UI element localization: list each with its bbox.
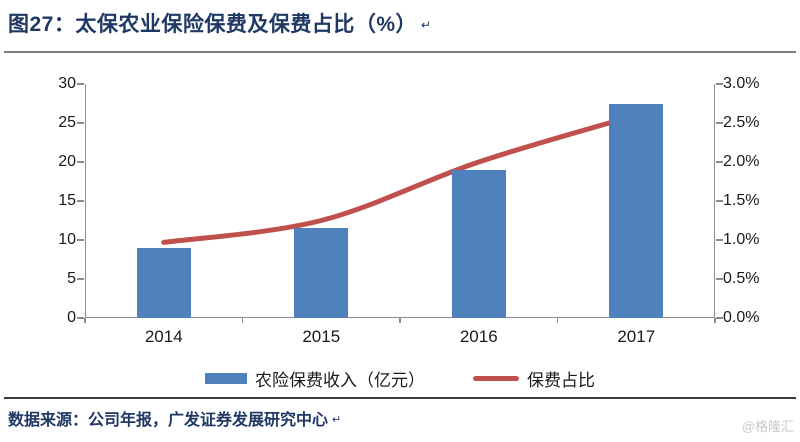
- left-axis-tick-label: 15: [58, 192, 76, 209]
- x-axis-label-2015: 2015: [302, 327, 341, 346]
- left-axis-tick: [77, 122, 84, 124]
- bar-2016: [451, 169, 506, 318]
- left-axis-tick-label: 5: [67, 270, 76, 287]
- left-axis-tick: [77, 83, 84, 85]
- right-axis-tick: [716, 317, 723, 319]
- right-axis-tick-label: 2.5%: [723, 114, 760, 131]
- x-axis-label-2016: 2016: [459, 327, 498, 346]
- x-axis-tick: [84, 318, 86, 323]
- right-axis-tick: [716, 239, 723, 241]
- left-axis-tick-label: 25: [58, 114, 76, 131]
- x-axis-tick: [714, 318, 716, 323]
- data-source-text: 数据来源：公司年报，广发证券发展研究中心: [8, 412, 329, 429]
- bar-2014: [136, 247, 191, 318]
- right-axis-tick-label: 1.0%: [723, 231, 760, 248]
- left-axis-tick: [77, 278, 84, 280]
- left-axis-tick: [77, 200, 84, 202]
- x-axis-label-2017: 2017: [617, 327, 656, 346]
- legend-item-line: 保费占比: [473, 366, 595, 391]
- bottom-divider: [4, 397, 796, 399]
- bar-2015: [294, 228, 349, 318]
- left-axis-tick-label: 20: [58, 153, 76, 170]
- figure-title-text: 图27：太保农业保险保费及保费占比（%）: [8, 13, 418, 36]
- data-source: 数据来源：公司年报，广发证券发展研究中心 ↵: [8, 406, 341, 430]
- legend: 农险保费收入（亿元） 保费占比: [0, 366, 800, 391]
- right-axis-tick: [716, 161, 723, 163]
- right-axis-tick: [716, 122, 723, 124]
- legend-item-bar: 农险保费收入（亿元）: [205, 366, 425, 391]
- left-axis-tick-label: 10: [58, 231, 76, 248]
- x-axis-tick: [399, 318, 401, 323]
- right-axis-tick: [716, 278, 723, 280]
- paragraph-mark-icon: ↵: [421, 18, 432, 32]
- left-axis-tick: [77, 317, 84, 319]
- left-axis-tick: [77, 161, 84, 163]
- plot-area: [85, 84, 715, 318]
- x-axis-tick: [556, 318, 559, 323]
- right-axis-tick-label: 0.5%: [723, 270, 760, 287]
- right-axis-tick: [716, 83, 723, 85]
- top-divider: [4, 51, 796, 53]
- right-axis-tick-label: 1.5%: [723, 192, 760, 209]
- watermark: @格隆汇: [741, 419, 794, 434]
- x-axis-label-2014: 2014: [144, 327, 183, 346]
- right-axis-tick-label: 3.0%: [723, 75, 760, 92]
- x-axis-tick: [241, 318, 244, 323]
- figure-title: 图27：太保农业保险保费及保费占比（%） ↵: [8, 8, 432, 38]
- left-axis-tick: [77, 239, 84, 241]
- right-axis-tick-label: 0.0%: [723, 309, 760, 326]
- paragraph-mark-icon: ↵: [332, 414, 342, 426]
- line-swatch-icon: [473, 376, 519, 381]
- right-axis-tick-label: 2.0%: [723, 153, 760, 170]
- left-axis-tick-label: 30: [58, 75, 76, 92]
- left-axis-tick-label: 0: [67, 309, 76, 326]
- bar-2017: [609, 103, 664, 318]
- bar-swatch-icon: [205, 373, 247, 384]
- legend-bar-label: 农险保费收入（亿元）: [255, 371, 425, 390]
- right-axis-tick: [716, 200, 723, 202]
- legend-line-label: 保费占比: [527, 371, 595, 390]
